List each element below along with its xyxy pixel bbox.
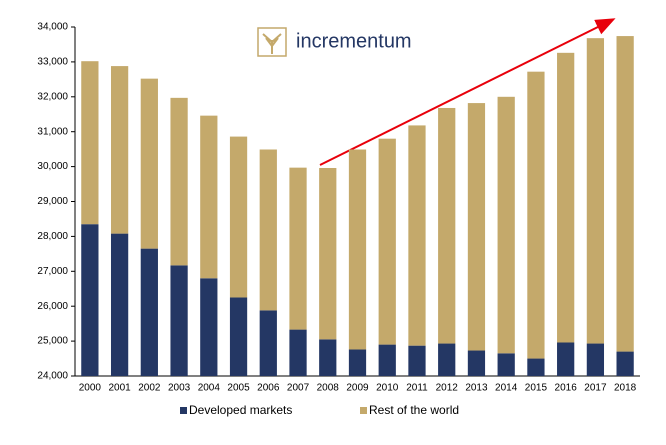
bar (408, 125, 426, 346)
x-tick-label: 2011 (406, 383, 428, 394)
x-tick-label: 2003 (168, 383, 191, 394)
y-tick-label: 28,000 (37, 231, 68, 242)
bar (170, 265, 188, 376)
bar (289, 329, 307, 376)
x-tick-label: 2018 (614, 383, 637, 394)
bar (81, 224, 99, 376)
legend-label: Developed markets (189, 403, 292, 417)
bar (616, 351, 634, 376)
bar (319, 167, 337, 340)
y-tick-label: 27,000 (37, 266, 68, 277)
legend-swatch (360, 407, 367, 414)
bar (200, 278, 218, 376)
logo-tree (262, 33, 282, 54)
bar (289, 167, 307, 330)
y-tick-label: 30,000 (37, 161, 68, 172)
x-tick-label: 2008 (317, 383, 340, 394)
bar (557, 52, 575, 343)
x-tick-label: 2012 (436, 383, 459, 394)
legend-label: Rest of the world (369, 403, 459, 417)
x-tick-label: 2004 (198, 383, 221, 394)
x-tick-label: 2006 (257, 383, 280, 394)
y-tick-label: 29,000 (37, 196, 68, 207)
logo-text: incrementum (296, 30, 412, 52)
x-tick-label: 2013 (465, 383, 488, 394)
x-tick-label: 2017 (584, 383, 607, 394)
bar (81, 61, 99, 225)
bar (586, 38, 605, 344)
bar (229, 297, 248, 376)
x-tick-label: 2010 (376, 383, 399, 394)
x-tick-label: 2002 (138, 383, 161, 394)
bar (259, 310, 277, 376)
bar (616, 36, 634, 352)
bar (170, 97, 188, 266)
x-tick-label: 2014 (495, 383, 518, 394)
y-tick-label: 24,000 (37, 371, 68, 382)
bar (467, 350, 486, 376)
legend-swatch (180, 407, 187, 414)
trend-arrow (319, 18, 616, 166)
bar (497, 353, 515, 376)
bar (527, 71, 545, 359)
x-tick-label: 2016 (555, 383, 578, 394)
bar (438, 343, 456, 376)
bar (527, 358, 545, 376)
bar (557, 342, 575, 376)
y-tick-label: 33,000 (37, 57, 68, 68)
x-tick-label: 2007 (287, 383, 310, 394)
logo: incrementum (257, 27, 412, 57)
y-tick-label: 34,000 (37, 22, 68, 33)
bar (348, 349, 367, 376)
bar (259, 149, 277, 311)
x-tick-label: 2015 (525, 383, 548, 394)
bar (348, 149, 367, 350)
bar (110, 233, 129, 376)
bar (467, 103, 486, 351)
bar (497, 96, 515, 354)
x-tick-label: 2005 (227, 383, 250, 394)
bar (110, 66, 129, 234)
bar (200, 115, 218, 279)
bar (229, 136, 248, 298)
y-tick-label: 26,000 (37, 301, 68, 312)
bar (140, 248, 158, 376)
logo-icon (257, 27, 287, 57)
bar (378, 138, 396, 345)
bar (438, 107, 456, 344)
y-tick-label: 25,000 (37, 336, 68, 347)
bar (586, 343, 605, 376)
y-tick-label: 31,000 (37, 126, 68, 137)
x-tick-label: 2001 (108, 383, 131, 394)
y-tick-label: 32,000 (37, 91, 68, 102)
x-tick-label: 2000 (79, 383, 102, 394)
bar (319, 339, 337, 376)
bar (408, 345, 426, 376)
bar (378, 344, 396, 376)
bar (140, 78, 158, 249)
x-tick-label: 2009 (346, 383, 369, 394)
